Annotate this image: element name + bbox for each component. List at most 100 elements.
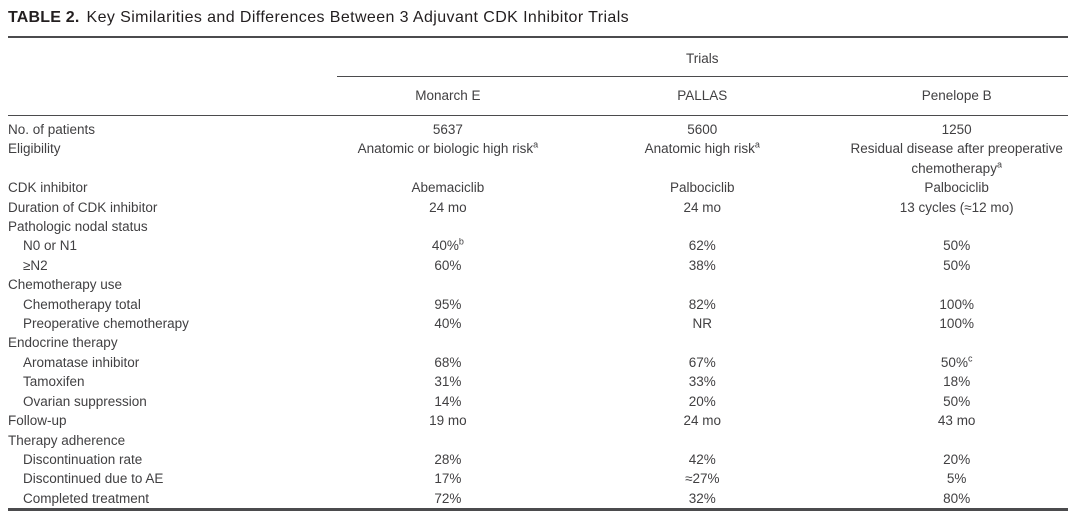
cell-value: ≈27%: [559, 469, 845, 488]
cell-text: 20%: [943, 451, 971, 467]
cell-text: 67%: [688, 354, 716, 370]
row-label: Discontinuation rate: [23, 451, 143, 467]
row-label: Completed treatment: [23, 490, 150, 506]
row-label: Duration of CDK inhibitor: [8, 199, 158, 215]
cell-text: 50%: [943, 238, 971, 254]
cell-value: [559, 333, 845, 352]
cell-text: Anatomic or biologic high risk: [357, 141, 534, 157]
footnote-marker: a: [533, 139, 539, 150]
row-label: Pathologic nodal status: [8, 219, 148, 235]
cell-value: [845, 217, 1068, 236]
cell-value: [845, 333, 1068, 352]
cell-text: 42%: [688, 451, 716, 467]
cell-value: 95%: [337, 295, 560, 314]
table-caption: Key Similarities and Differences Between…: [86, 9, 630, 26]
cell-value: 5637: [337, 116, 560, 140]
footnote-marker: c: [967, 353, 973, 364]
table-row: Duration of CDK inhibitor 24 mo 24 mo 13 cy…: [8, 198, 1068, 217]
cell-text: Palbociclib: [670, 180, 735, 196]
cell-value: Anatomic high riska: [559, 139, 845, 178]
cell-value: 100%: [845, 314, 1068, 333]
section-row: Pathologic nodal status: [8, 217, 1068, 236]
cell-value: 38%: [559, 256, 845, 275]
cell-value: 50%: [845, 256, 1068, 275]
cell-text: Palbociclib: [924, 180, 989, 196]
cell-text: 100%: [939, 316, 974, 332]
column-header-row: Monarch E PALLAS Penelope B: [8, 76, 1068, 116]
cell-text: 72%: [434, 490, 462, 506]
table-row: Discontinued due to AE 17% ≈27% 5%: [8, 469, 1068, 488]
cell-value: [337, 217, 560, 236]
table-row: N0 or N1 40%b 62% 50%: [8, 236, 1068, 255]
table-row: Tamoxifen 31% 33% 18%: [8, 372, 1068, 391]
cell-text: 1250: [941, 122, 972, 137]
footnote-marker: a: [754, 139, 760, 150]
cell-text: 38%: [688, 257, 716, 273]
cell-text: 24 mo: [683, 413, 722, 429]
row-label: Chemotherapy use: [8, 277, 123, 293]
cell-text: 80%: [943, 490, 971, 506]
cell-value: 50%: [845, 392, 1068, 411]
table-row: Follow-up 19 mo 24 mo 43 mo: [8, 411, 1068, 430]
table-body: No. of patients 5637 5600 1250 Eligibility An…: [8, 116, 1068, 510]
row-label: ≥N2: [23, 257, 48, 273]
row-label: N0 or N1: [23, 238, 78, 254]
footnote-marker: b: [458, 236, 464, 247]
cell-text: 20%: [688, 393, 716, 409]
cell-text: 24 mo: [429, 199, 467, 215]
cell-text: 19 mo: [429, 413, 467, 429]
table-row: ≥N2 60% 38% 50%: [8, 256, 1068, 275]
table-row: No. of patients 5637 5600 1250: [8, 116, 1068, 140]
cell-text: ≈27%: [685, 471, 720, 487]
cell-text: 68%: [434, 354, 462, 370]
cell-text: Anatomic high risk: [644, 141, 755, 157]
table-row: Eligibility Anatomic or biologic high ris…: [8, 139, 1068, 178]
cell-value: 80%: [845, 489, 1068, 510]
cell-value: 43 mo: [845, 411, 1068, 430]
cell-value: 100%: [845, 295, 1068, 314]
table-title: TABLE 2. Key Similarities and Differences…: [8, 5, 1068, 36]
cell-value: 17%: [337, 469, 560, 488]
cell-value: Abemaciclib: [337, 178, 560, 197]
corner-blank-cell-2: [8, 76, 337, 116]
cell-value: NR: [559, 314, 845, 333]
corner-blank-cell: [8, 37, 337, 77]
cell-text: 60%: [434, 257, 462, 273]
cell-value: 18%: [845, 372, 1068, 391]
cell-text: 33%: [688, 374, 716, 390]
cell-text: 95%: [434, 296, 462, 312]
cell-value: Palbociclib: [559, 178, 845, 197]
table-row: CDK inhibitor Abemaciclib Palbociclib Palbo…: [8, 178, 1068, 197]
cell-value: 42%: [559, 450, 845, 469]
cell-text: 31%: [434, 374, 462, 390]
row-label: Aromatase inhibitor: [23, 354, 140, 370]
cell-value: 1250: [845, 116, 1068, 140]
row-label: Therapy adherence: [8, 432, 126, 448]
group-header-row: Trials: [8, 37, 1068, 77]
cell-value: 24 mo: [559, 198, 845, 217]
cell-value: 19 mo: [337, 411, 560, 430]
cell-value: 62%: [559, 236, 845, 255]
cell-text: 17%: [434, 471, 462, 487]
table-row: Discontinuation rate 28% 42% 20%: [8, 450, 1068, 469]
cell-value: 14%: [337, 392, 560, 411]
row-label: Tamoxifen: [23, 374, 85, 390]
cell-text: 5%: [946, 471, 967, 487]
table-row: Aromatase inhibitor 68% 67% 50%c: [8, 353, 1068, 372]
cell-text: 24 mo: [683, 199, 722, 215]
footnote-marker: a: [996, 159, 1002, 170]
section-row: Therapy adherence: [8, 431, 1068, 450]
section-row: Endocrine therapy: [8, 333, 1068, 352]
cell-value: Anatomic or biologic high riska: [337, 139, 560, 178]
row-label: Preoperative chemotherapy: [23, 316, 189, 332]
row-label: Discontinued due to AE: [23, 471, 164, 487]
cell-value: 5%: [845, 469, 1068, 488]
cell-text: Residual disease after preoperative chem…: [850, 141, 1063, 176]
cell-text: 32%: [688, 490, 716, 506]
cell-text: 40%: [434, 316, 462, 332]
cell-value: [337, 275, 560, 294]
cell-text: 28%: [434, 451, 462, 467]
section-row: Chemotherapy use: [8, 275, 1068, 294]
cell-value: 20%: [559, 392, 845, 411]
cell-value: [845, 431, 1068, 450]
